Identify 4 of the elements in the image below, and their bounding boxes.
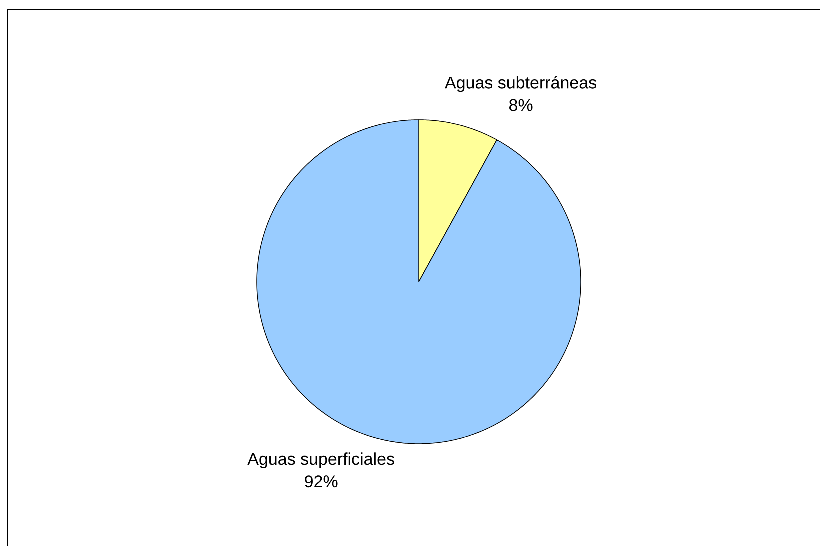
- slice-label: Aguas superficiales: [248, 452, 394, 468]
- slice-label: Aguas subterráneas: [445, 76, 596, 92]
- data-label: 92%: [305, 476, 338, 488]
- data-label: 8%: [510, 99, 533, 112]
